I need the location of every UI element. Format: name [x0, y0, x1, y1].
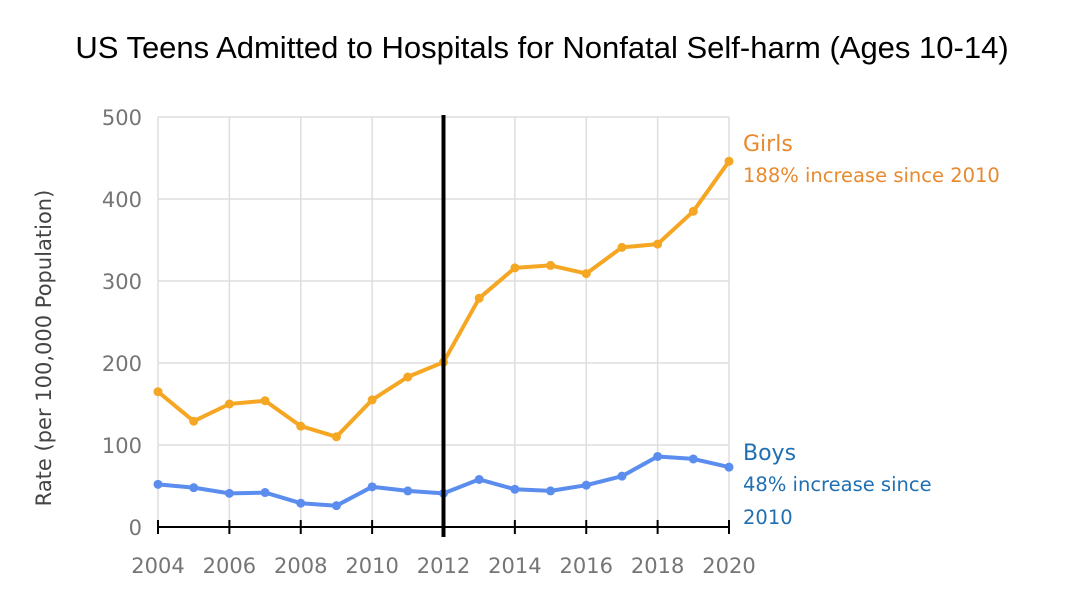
- x-tick-label-2006: 2006: [203, 554, 256, 578]
- data-point-girls-2018: [653, 239, 663, 249]
- y-tick-label-500: 500: [102, 106, 142, 130]
- data-point-boys-2016: [581, 480, 591, 490]
- data-point-boys-2018: [653, 451, 663, 461]
- y-axis-ticks: 0 100 200 300 400 500: [102, 106, 142, 540]
- data-point-girls-2010: [367, 395, 377, 405]
- x-tick-label-2010: 2010: [345, 554, 398, 578]
- data-point-girls-2019: [688, 206, 698, 216]
- data-point-boys-2011: [403, 486, 413, 496]
- data-point-boys-2005: [189, 483, 199, 493]
- data-point-boys-2013: [474, 474, 484, 484]
- data-point-girls-2014: [510, 263, 520, 273]
- y-tick-label-300: 300: [102, 270, 142, 294]
- y-tick-label-100: 100: [102, 434, 142, 458]
- y-axis-label: Rate (per 100,000 Population): [32, 190, 56, 507]
- data-point-girls-2006: [224, 399, 234, 409]
- data-point-boys-2006: [224, 488, 234, 498]
- data-point-girls-2005: [189, 416, 199, 426]
- data-point-boys-2010: [367, 482, 377, 492]
- x-tick-label-2012: 2012: [417, 554, 470, 578]
- x-tick-label-2018: 2018: [631, 554, 684, 578]
- legend-label-boys: Boys: [743, 441, 796, 466]
- annotation-girls-0: 188% increase since 2010: [743, 164, 1000, 187]
- data-point-girls-2008: [296, 421, 306, 431]
- data-point-boys-2019: [688, 454, 698, 464]
- chart-title: US Teens Admitted to Hospitals for Nonfa…: [75, 30, 1009, 65]
- data-point-girls-2007: [260, 396, 270, 406]
- data-point-boys-2020: [724, 462, 734, 472]
- x-tick-label-2014: 2014: [488, 554, 541, 578]
- y-tick-label-200: 200: [102, 352, 142, 376]
- series-annotations: Girls 188% increase since 2010 Boys 48% inc…: [743, 132, 1000, 529]
- data-point-girls-2017: [617, 242, 627, 252]
- data-point-boys-2009: [331, 501, 341, 511]
- annotation-boys-1: 2010: [743, 506, 793, 529]
- data-point-girls-2016: [581, 269, 591, 279]
- x-axis-ticks: 2004 2006 2008 2010 2012 2014 2016 2018 2020: [131, 520, 756, 578]
- data-point-boys-2017: [617, 471, 627, 481]
- x-tick-label-2016: 2016: [560, 554, 613, 578]
- legend-label-girls: Girls: [743, 132, 793, 157]
- x-tick-label-2004: 2004: [131, 554, 184, 578]
- x-tick-label-2020: 2020: [702, 554, 755, 578]
- data-point-girls-2013: [474, 293, 484, 303]
- data-point-girls-2004: [153, 387, 163, 397]
- data-point-girls-2020: [724, 156, 734, 166]
- data-point-boys-2015: [546, 486, 556, 496]
- data-point-boys-2007: [260, 488, 270, 498]
- data-point-boys-2014: [510, 484, 520, 494]
- data-point-boys-2004: [153, 479, 163, 489]
- data-point-girls-2015: [546, 260, 556, 270]
- data-point-boys-2008: [296, 498, 306, 508]
- x-tick-label-2008: 2008: [274, 554, 327, 578]
- annotation-boys-0: 48% increase since: [743, 473, 932, 496]
- data-point-girls-2009: [331, 432, 341, 442]
- y-tick-label-0: 0: [129, 516, 142, 540]
- data-point-girls-2011: [403, 372, 413, 382]
- y-tick-label-400: 400: [102, 188, 142, 212]
